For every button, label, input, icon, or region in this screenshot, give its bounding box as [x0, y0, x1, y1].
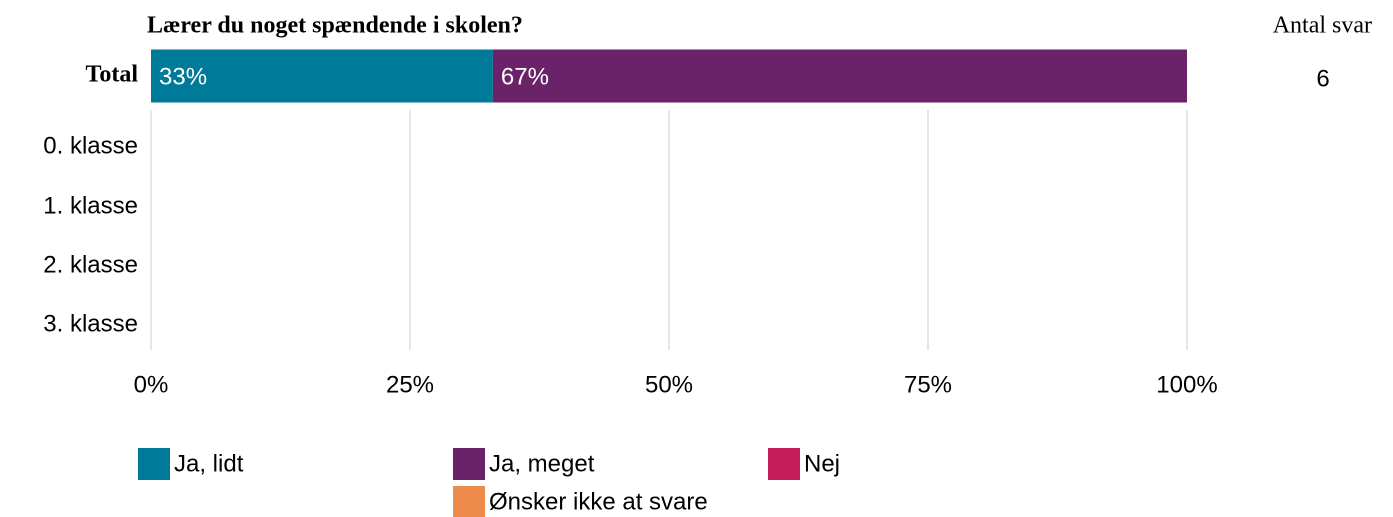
- x-tick-label: 25%: [386, 371, 434, 398]
- legend-swatch: [768, 448, 800, 480]
- category-label: 0. klasse: [43, 132, 138, 159]
- bar-segment: [492, 49, 1187, 103]
- chart-title: Lærer du noget spændende i skolen?: [147, 13, 523, 39]
- legend-swatch: [453, 486, 485, 517]
- bar-segment: [151, 49, 493, 103]
- count: 6: [1316, 65, 1329, 92]
- x-tick-label: 100%: [1156, 371, 1217, 398]
- category-label: 2. klasse: [43, 251, 138, 278]
- category-label: 3. klasse: [43, 310, 138, 337]
- legend-label: Ja, meget: [489, 450, 595, 477]
- category-label: Total: [86, 62, 139, 88]
- data-label: 33%: [159, 63, 207, 90]
- legend-swatch: [138, 448, 170, 480]
- legend-label: Nej: [804, 450, 840, 477]
- x-tick-label: 50%: [645, 371, 693, 398]
- legend-label: Ønsker ikke at svare: [489, 488, 708, 515]
- category-label: 1. klasse: [43, 192, 138, 219]
- legend-swatch: [453, 448, 485, 480]
- count-header: Antal svar: [1273, 13, 1372, 39]
- legend-label: Ja, lidt: [174, 450, 244, 477]
- x-tick-label: 0%: [134, 371, 169, 398]
- x-tick-label: 75%: [904, 371, 952, 398]
- data-label: 67%: [501, 63, 549, 90]
